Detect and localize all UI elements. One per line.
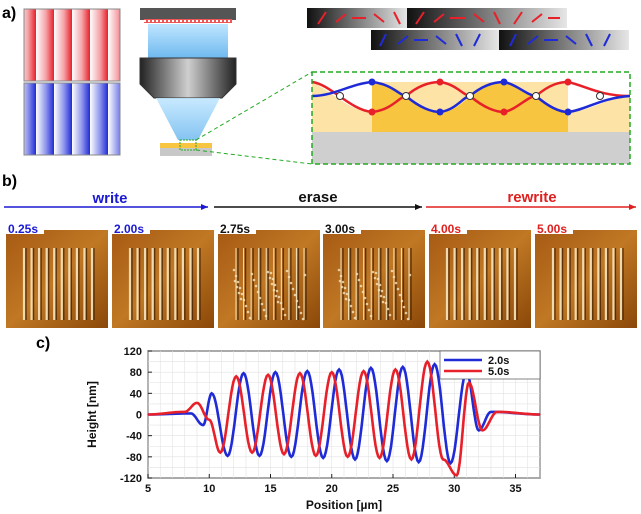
data-point bbox=[235, 375, 237, 377]
data-point bbox=[478, 429, 480, 431]
data-point bbox=[354, 458, 356, 461]
snapshot-time-2: 2.00s bbox=[114, 222, 144, 236]
afm-image-3 bbox=[218, 230, 320, 328]
snapshot-time-1: 0.25s bbox=[8, 222, 38, 236]
x-tick-label: 35 bbox=[509, 483, 521, 495]
data-point bbox=[347, 456, 349, 458]
panel-label-c: c) bbox=[36, 335, 50, 352]
afm-image-6 bbox=[535, 230, 637, 328]
series-line-5.0s bbox=[148, 359, 540, 477]
x-tick-label: 30 bbox=[448, 483, 460, 495]
afm-image-1 bbox=[6, 230, 108, 328]
data-point bbox=[190, 412, 192, 415]
data-point bbox=[386, 460, 388, 462]
data-point bbox=[363, 370, 365, 372]
data-point bbox=[184, 411, 186, 413]
data-point bbox=[242, 372, 245, 374]
afm-image-4 bbox=[323, 230, 425, 328]
data-point bbox=[418, 461, 420, 463]
chart-legend: 2.0s5.0s bbox=[439, 350, 541, 380]
data-point bbox=[378, 457, 381, 459]
polarization-bar-red bbox=[307, 8, 567, 28]
data-point bbox=[267, 374, 269, 376]
y-tick-label: -80 bbox=[126, 452, 142, 464]
data-point bbox=[274, 371, 276, 373]
y-tick-label: 0 bbox=[136, 410, 142, 422]
panel-label-a: a) bbox=[2, 5, 16, 22]
data-point bbox=[490, 411, 492, 413]
polarization-bar-blue bbox=[371, 30, 629, 50]
data-point bbox=[211, 392, 213, 394]
x-tick-label: 5 bbox=[145, 483, 151, 495]
data-point bbox=[338, 368, 340, 371]
data-point bbox=[315, 455, 317, 457]
x-tick-label: 20 bbox=[326, 483, 338, 495]
data-point bbox=[219, 452, 221, 454]
x-axis-title: Position [µm] bbox=[306, 498, 382, 512]
y-tick-label: -120 bbox=[120, 473, 142, 485]
y-tick-label: 80 bbox=[130, 367, 142, 379]
stage-erase-label: erase bbox=[298, 189, 337, 206]
data-point bbox=[442, 458, 444, 461]
snapshot-time-5: 4.00s bbox=[431, 222, 461, 236]
afm-image-2 bbox=[112, 230, 214, 328]
stage-rewrite-label: rewrite bbox=[507, 189, 556, 206]
data-point bbox=[251, 452, 253, 454]
data-point bbox=[410, 458, 412, 461]
data-point bbox=[481, 429, 484, 431]
data-point bbox=[539, 413, 541, 416]
data-point bbox=[299, 372, 301, 374]
x-tick-label: 15 bbox=[264, 483, 276, 495]
data-point bbox=[290, 456, 292, 458]
legend-label: 5.0s bbox=[488, 366, 509, 378]
data-point bbox=[283, 453, 285, 455]
y-axis-title: Height [nm] bbox=[85, 381, 99, 448]
height-profile-chart: 5 10 15 20 25 30 35 120 80 40 0 -40 -80 -120 Position … bbox=[85, 346, 541, 512]
panel-label-b: b) bbox=[2, 173, 17, 190]
data-point bbox=[202, 424, 204, 426]
data-point bbox=[227, 455, 229, 457]
x-tick-label: 25 bbox=[387, 483, 399, 495]
data-point bbox=[449, 462, 452, 464]
optical-setup-illustration bbox=[139, 8, 237, 156]
data-point bbox=[496, 411, 498, 413]
data-point bbox=[306, 370, 308, 372]
y-tick-label: -40 bbox=[126, 431, 142, 443]
snapshot-time-6: 5.00s bbox=[537, 222, 567, 236]
blue-grating-pattern bbox=[23, 82, 121, 156]
data-point bbox=[456, 474, 458, 476]
data-point bbox=[434, 363, 436, 365]
data-point bbox=[370, 367, 372, 369]
data-point bbox=[322, 457, 324, 459]
surface-profile-zoom-box bbox=[311, 71, 631, 165]
stage-write-label: write bbox=[91, 190, 127, 207]
snapshot-time-3: 2.75s bbox=[220, 222, 250, 236]
afm-image-5 bbox=[429, 230, 531, 328]
red-grating-pattern bbox=[23, 8, 121, 82]
snapshot-time-4: 3.00s bbox=[325, 222, 355, 236]
data-point bbox=[147, 413, 149, 416]
data-point bbox=[208, 419, 210, 421]
data-point bbox=[426, 360, 428, 363]
data-point bbox=[258, 455, 261, 457]
x-tick-label: 10 bbox=[203, 483, 215, 495]
afm-image-strip: 0.25s 2.00s 2.75s 3.00s 4.00s 5.00s bbox=[6, 220, 637, 328]
data-point bbox=[394, 368, 397, 371]
data-point bbox=[468, 382, 470, 384]
data-point bbox=[196, 402, 198, 404]
legend-label: 2.0s bbox=[488, 355, 509, 367]
data-point bbox=[402, 366, 404, 368]
y-tick-label: 120 bbox=[124, 346, 142, 358]
y-tick-label: 40 bbox=[130, 388, 142, 400]
data-point bbox=[331, 371, 333, 373]
